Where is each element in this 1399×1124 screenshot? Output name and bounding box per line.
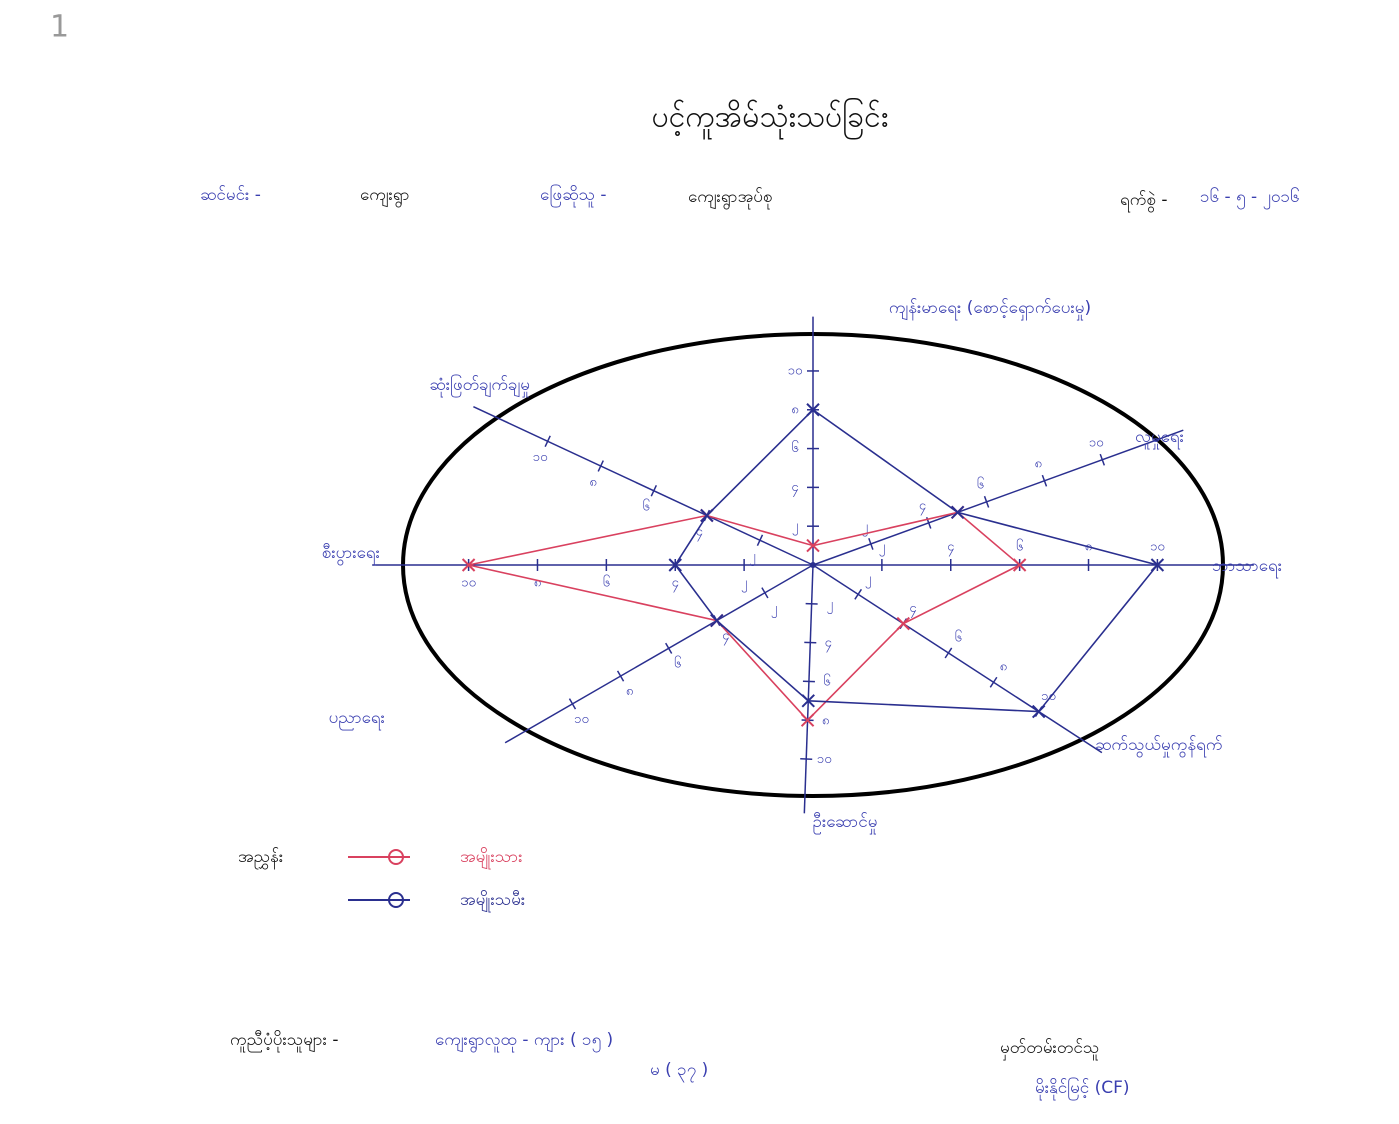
page: 1 ပင့်ကူအိမ်သုံးသပ်ခြင်း ဆင်မင်း - ကျေးရ… — [0, 0, 1399, 1124]
center-dot — [810, 562, 816, 568]
legend-label: အမျိုးသမီး — [460, 890, 525, 913]
tick-label: ၄ — [672, 576, 680, 593]
axis-label: ဦးဆောင်မှု — [813, 812, 878, 835]
tick-label: ၂ — [792, 519, 798, 536]
date-label: ရက်စွဲ - — [1120, 190, 1168, 213]
footer-value: ကျေးရွာလူထု - ကျား ( ၁၅ ) — [435, 1030, 613, 1053]
tick-label: ၁၀ — [788, 363, 803, 378]
tick-label: ၈ — [589, 475, 596, 490]
tick-label: ၈ — [626, 684, 633, 699]
legend-label: အမျိုးသား — [460, 847, 523, 870]
tick-label: ၁၀ — [574, 712, 589, 727]
axis-label: စီးပွားရေး — [322, 543, 380, 566]
tick-label: ၈ — [1000, 660, 1007, 675]
tick-label: ၆ — [674, 655, 681, 671]
tick-label: ၆ — [643, 499, 650, 515]
tick-label: ၂ — [879, 540, 885, 557]
title: ပင့်ကူအိမ်သုံးသပ်ခြင်း — [652, 98, 889, 141]
tick-label: ၁၀ — [1089, 435, 1104, 450]
tick-label: ၆ — [823, 674, 830, 690]
axis-label: လူမှုရေး — [1135, 427, 1184, 450]
tick-label: ၄ — [825, 636, 833, 653]
tick-label: ၈ — [534, 576, 541, 591]
axis-label: ဆုံးဖြတ်ချက်ချမှု — [429, 373, 530, 398]
tick-label: ၈ — [1035, 456, 1042, 471]
paper — [0, 0, 1399, 1124]
axis-label: ပညာရေး — [329, 708, 385, 731]
tick-label: ၆ — [791, 440, 798, 456]
tick-label: ၁၀ — [817, 752, 832, 767]
tick-label: ၄ — [947, 540, 955, 557]
page-number: 1 — [50, 10, 69, 45]
axis-label: ဆက်သွယ်မှုကွန်ရက် — [1095, 735, 1223, 758]
tick-label: ၆ — [955, 629, 962, 645]
footer-value: မ ( ၃၇ ) — [650, 1060, 708, 1083]
date-value: ၁၆ - ၅ - ၂၀၁၆ — [1200, 186, 1300, 210]
tick-label: ၁၀ — [1150, 540, 1165, 555]
tick-label: ၂ — [771, 601, 777, 618]
tick-label: ၄ — [909, 601, 917, 618]
tick-label: ၂ — [826, 597, 832, 614]
tick-label: ၄ — [919, 498, 927, 515]
recorder-name: မိုးနိုင်မြင့် (CF) — [1035, 1076, 1130, 1101]
tick-label: ၂ — [865, 572, 871, 589]
tick-label: ၈ — [822, 713, 829, 728]
axis-label: ဘာသာရေး — [1212, 556, 1282, 579]
tick-label: ၈ — [791, 402, 798, 417]
field-label: ဆင်မင်း - — [200, 185, 261, 205]
field-value: ကျေးရွာအုပ်စု — [688, 187, 773, 210]
tick-label: ၂ — [741, 576, 747, 593]
tick-label: ၁၀ — [461, 576, 476, 591]
recorder-label: မှတ်တမ်းတင်သူ — [1000, 1038, 1099, 1061]
field-value: ကျေးရွာ — [360, 185, 410, 208]
tick-label: ၁၀ — [1041, 689, 1056, 704]
footer-label: ကူညီပံ့ပိုးသူများ - — [230, 1030, 338, 1053]
tick-label: ၄ — [791, 480, 799, 497]
axis-label: ကျန်းမာရေး (စောင့်ရှောက်ပေးမှု) — [889, 298, 1091, 321]
field-label: ဖြေဆိုသူ - — [540, 183, 607, 208]
legend-title: အညွှန်း — [238, 847, 283, 870]
tick-label: ၆ — [603, 575, 610, 591]
tick-label: ၆ — [1016, 539, 1023, 555]
tick-label: ၆ — [977, 476, 984, 492]
tick-label: ၁၀ — [533, 450, 548, 465]
tick-label: ၂ — [749, 549, 755, 566]
